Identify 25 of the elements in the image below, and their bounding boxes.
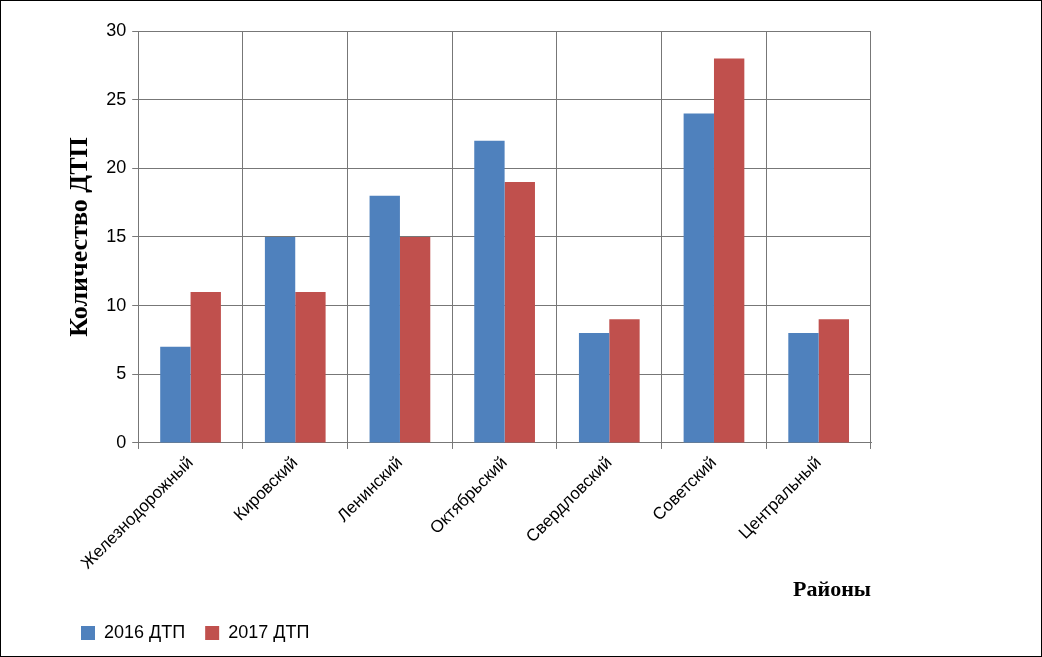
- y-tick-label: 10: [106, 294, 127, 315]
- bar: [190, 291, 221, 443]
- bar: [295, 291, 326, 443]
- bar: [264, 236, 296, 443]
- y-tick-label: 15: [106, 225, 127, 246]
- y-tick-label: 0: [116, 431, 127, 452]
- x-axis-title: Районы: [793, 576, 871, 602]
- y-tick-label: 25: [106, 88, 127, 109]
- y-tick-label: 30: [106, 19, 127, 40]
- y-axis-title: Количество ДТП: [64, 137, 94, 337]
- y-tick-label: 5: [116, 363, 127, 384]
- bar: [399, 236, 431, 443]
- bar: [609, 319, 640, 443]
- bar: [818, 319, 850, 443]
- bar: [504, 182, 535, 443]
- bar: [369, 195, 400, 443]
- bar: [578, 333, 610, 443]
- bar: [713, 58, 745, 443]
- bar: [788, 333, 819, 443]
- y-tick-label: 20: [106, 157, 127, 178]
- bar: [683, 113, 714, 443]
- legend-label: 2017 ДТП: [228, 621, 310, 642]
- bar: [160, 346, 191, 443]
- bar: [474, 140, 505, 443]
- legend-label: 2016 ДТП: [104, 621, 186, 642]
